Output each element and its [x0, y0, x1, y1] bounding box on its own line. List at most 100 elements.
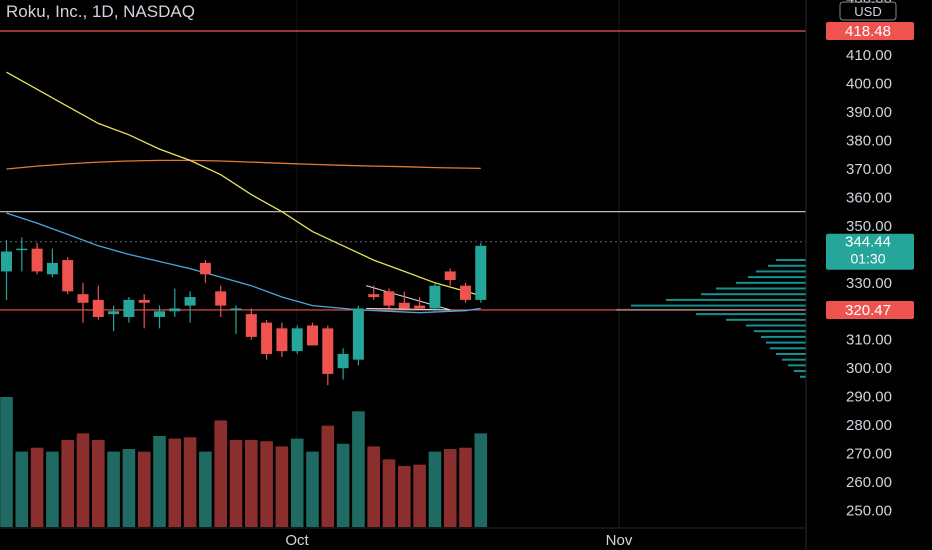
volume-profile-bar [776, 259, 806, 262]
volume-bar [459, 447, 472, 527]
y-tick-label: 280.00 [846, 417, 892, 434]
volume-bar [413, 464, 426, 527]
volume-profile-bar [701, 293, 806, 296]
volume-bar [122, 449, 136, 527]
candle-body [261, 322, 273, 354]
volume-profile-bar [748, 276, 806, 279]
volume-profile-bar [761, 335, 806, 338]
candle-body [1, 251, 12, 272]
volume-profile-bar [696, 313, 806, 316]
volume-bar [61, 439, 74, 527]
resistance-price-badge [826, 22, 914, 41]
currency-label: USD [854, 4, 881, 19]
volume-profile-bar [766, 341, 806, 344]
volume-profile-bar [776, 352, 806, 355]
candle-body [307, 325, 318, 346]
volume-profile-bar [756, 270, 806, 273]
resistance-price-label: 418.48 [845, 23, 891, 40]
y-tick-label: 360.00 [846, 189, 892, 206]
y-tick-label: 400.00 [846, 76, 892, 93]
candle-body [215, 291, 227, 306]
y-tick-label: 410.00 [846, 47, 892, 64]
candle-body [123, 299, 135, 317]
volume-bar [153, 436, 166, 527]
candle-body [169, 308, 181, 312]
volume-bar [321, 425, 335, 527]
candle-body [337, 353, 349, 369]
candle-body [199, 262, 211, 275]
y-tick-label: 330.00 [846, 275, 892, 292]
volume-bar [46, 451, 59, 527]
chart-title: Roku, Inc., 1D, NASDAQ [6, 2, 195, 21]
candle-body [414, 305, 426, 309]
candle-body [276, 328, 288, 352]
volume-profile-bar [754, 330, 806, 333]
last-price-badge [826, 233, 914, 270]
candle-body [184, 297, 196, 306]
y-tick-label: 300.00 [846, 360, 892, 377]
candle-body [230, 308, 242, 310]
volume-bar [76, 433, 90, 527]
volume-bar [336, 443, 350, 527]
candle-body [154, 311, 165, 317]
candle-body [352, 308, 364, 360]
volume-profile-bar [746, 324, 806, 327]
y-tick-label: 290.00 [846, 389, 892, 406]
volume-bar [15, 451, 29, 527]
volume-bar [107, 451, 120, 527]
y-tick-label: 380.00 [846, 133, 892, 150]
volume-bar [474, 433, 488, 527]
volume-profile-bar [782, 358, 806, 361]
currency-badge [839, 1, 897, 21]
volume-bar [30, 447, 44, 527]
volume-profile-bar [800, 375, 806, 378]
candle-body [92, 299, 104, 317]
volume-profile-bar [736, 281, 806, 284]
volume-bar [214, 420, 227, 527]
volume-bar [137, 451, 151, 527]
last-price-label: 344.44 [845, 234, 891, 251]
volume-bar [352, 411, 365, 527]
volume-bar [199, 451, 212, 527]
volume-bar [92, 439, 105, 527]
y-tick-label: 350.00 [846, 218, 892, 235]
volume-bar [290, 438, 304, 527]
candle-body [138, 299, 150, 303]
candle-body [460, 285, 471, 300]
volume-bar [275, 446, 289, 527]
moving-average-slow [6, 159, 481, 170]
candle-body [62, 260, 74, 292]
candle-body [16, 248, 28, 251]
candle-body [429, 285, 441, 309]
y-tick-label: 260.00 [846, 474, 892, 491]
candle-body [77, 294, 89, 303]
moving-average-fast [6, 212, 481, 314]
candle-body [398, 302, 410, 309]
volume-bar [260, 441, 273, 527]
volume-bar [306, 451, 319, 527]
candle-body [46, 262, 58, 275]
volume-bar [443, 449, 457, 527]
candle-body [444, 271, 456, 280]
candle-body [108, 311, 120, 315]
volume-bar [183, 437, 197, 527]
volume-bar [382, 459, 396, 527]
support-price-label: 320.47 [845, 302, 891, 319]
volume-profile-bar [794, 370, 806, 373]
volume-profile-bar [666, 298, 806, 301]
volume-bar [428, 451, 442, 527]
y-tick-label: 310.00 [846, 332, 892, 349]
volume-bar [0, 397, 13, 527]
candle-body [291, 328, 303, 352]
volume-bar [168, 438, 182, 527]
y-tick-label: 370.00 [846, 161, 892, 178]
volume-profile-bar [768, 264, 806, 267]
candle-body [383, 291, 395, 306]
x-tick-label: Nov [606, 532, 633, 549]
volume-profile-bar [788, 364, 806, 367]
y-tick-label: 270.00 [846, 446, 892, 463]
candle-body [475, 245, 487, 300]
y-tick-label: 250.00 [846, 503, 892, 520]
volume-bar [229, 439, 243, 527]
